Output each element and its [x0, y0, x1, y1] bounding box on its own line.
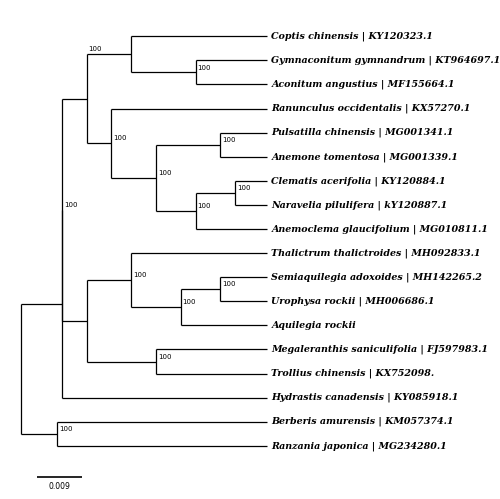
Text: Pulsatilla chinensis | MG001341.1: Pulsatilla chinensis | MG001341.1 [272, 128, 454, 137]
Text: Naravelia pilulifera | kY120887.1: Naravelia pilulifera | kY120887.1 [272, 200, 448, 210]
Text: 100: 100 [237, 185, 250, 191]
Text: 100: 100 [133, 272, 146, 278]
Text: Anemoclema glaucifolium | MG010811.1: Anemoclema glaucifolium | MG010811.1 [272, 224, 488, 234]
Text: 100: 100 [198, 64, 211, 70]
Text: Megaleranthis saniculifolia | FJ597983.1: Megaleranthis saniculifolia | FJ597983.1 [272, 345, 488, 354]
Text: 0.009: 0.009 [48, 483, 70, 492]
Text: Semiaquilegia adoxoides | MH142265.2: Semiaquilegia adoxoides | MH142265.2 [272, 272, 482, 282]
Text: 100: 100 [222, 281, 236, 287]
Text: 100: 100 [59, 426, 72, 432]
Text: Ranzania japonica | MG234280.1: Ranzania japonica | MG234280.1 [272, 441, 447, 451]
Text: 100: 100 [64, 202, 78, 208]
Text: Trollius chinensis | KX752098.: Trollius chinensis | KX752098. [272, 369, 434, 378]
Text: Gymnaconitum gymnandrum | KT964697.1: Gymnaconitum gymnandrum | KT964697.1 [272, 56, 500, 65]
Text: Ranunculus occidentalis | KX57270.1: Ranunculus occidentalis | KX57270.1 [272, 104, 470, 113]
Text: Aconitum angustius | MF155664.1: Aconitum angustius | MF155664.1 [272, 80, 455, 89]
Text: Clematis acerifolia | KY120884.1: Clematis acerifolia | KY120884.1 [272, 176, 446, 186]
Text: 100: 100 [222, 137, 236, 143]
Text: 100: 100 [182, 299, 196, 305]
Text: 100: 100 [158, 354, 172, 360]
Text: Aquilegia rockii: Aquilegia rockii [272, 321, 356, 330]
Text: 100: 100 [114, 135, 127, 141]
Text: Thalictrum thalictroides | MH092833.1: Thalictrum thalictroides | MH092833.1 [272, 249, 481, 258]
Text: Coptis chinensis | KY120323.1: Coptis chinensis | KY120323.1 [272, 31, 433, 41]
Text: 100: 100 [88, 46, 102, 52]
Text: 100: 100 [158, 170, 172, 176]
Text: 100: 100 [198, 203, 211, 209]
Text: Hydrastis canadensis | KY085918.1: Hydrastis canadensis | KY085918.1 [272, 393, 458, 402]
Text: Urophysa rockii | MH006686.1: Urophysa rockii | MH006686.1 [272, 296, 435, 306]
Text: Anemone tomentosa | MG001339.1: Anemone tomentosa | MG001339.1 [272, 152, 458, 162]
Text: Berberis amurensis | KM057374.1: Berberis amurensis | KM057374.1 [272, 417, 454, 427]
